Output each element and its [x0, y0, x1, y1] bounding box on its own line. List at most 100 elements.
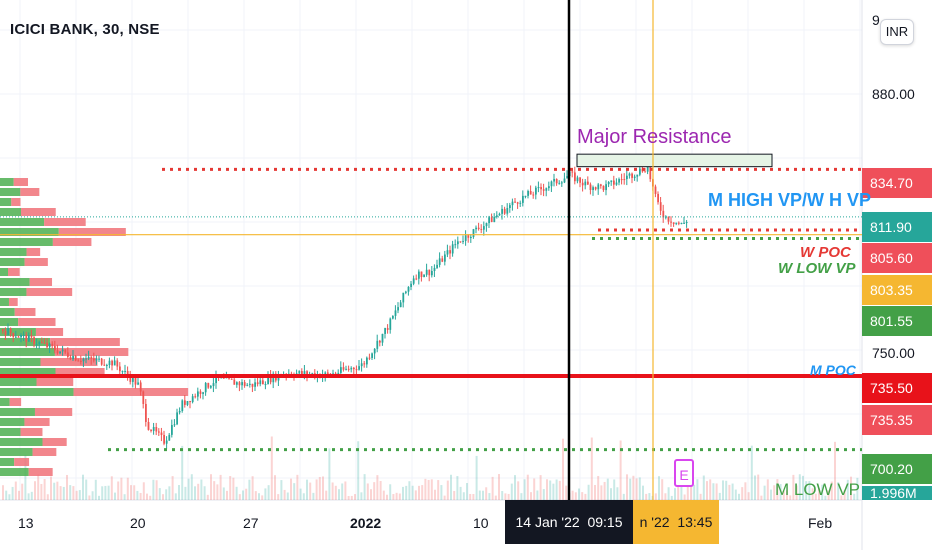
- volume-bar: [11, 486, 14, 500]
- time-label-2022: 2022: [350, 515, 382, 531]
- candle-body: [137, 382, 139, 385]
- volume-bar: [139, 492, 142, 500]
- symbol-title[interactable]: ICICI BANK, 30, NSE: [10, 21, 160, 38]
- earnings-marker[interactable]: E: [674, 459, 694, 487]
- volume-profile-buy: [0, 368, 56, 376]
- candle-body: [532, 194, 535, 196]
- volume-bar: [638, 477, 641, 500]
- volume-bar: [114, 492, 116, 500]
- volume-profile-sell: [11, 198, 21, 206]
- candle-body: [17, 336, 20, 338]
- volume-bar: [581, 492, 584, 500]
- candle-body: [132, 377, 134, 382]
- price-axis-tick-750: 750.00: [872, 345, 915, 361]
- candle-body: [602, 185, 605, 191]
- volume-bar: [354, 494, 356, 500]
- w-poc-label[interactable]: W POC: [800, 244, 851, 261]
- volume-bar: [667, 487, 670, 500]
- currency-button[interactable]: INR: [880, 19, 914, 45]
- candle-body: [74, 356, 77, 361]
- candle-body: [345, 368, 347, 370]
- candle-body: [563, 178, 566, 183]
- volume-bar: [520, 493, 523, 500]
- major-resistance-label[interactable]: Major Resistance: [577, 126, 732, 148]
- candle-body: [410, 283, 412, 287]
- volume-bar: [366, 483, 369, 500]
- candle-body: [412, 278, 415, 284]
- volume-bar: [130, 485, 132, 500]
- m-high-vp-label[interactable]: M HIGH VP/W H VP: [708, 190, 872, 210]
- volume-bar: [590, 437, 593, 500]
- volume-profile-sell: [18, 318, 56, 326]
- w-low-vp-label[interactable]: W LOW VP: [778, 260, 856, 277]
- candle-body: [350, 367, 353, 370]
- candle-body: [46, 342, 48, 348]
- m-poc-label[interactable]: M POC: [810, 362, 856, 378]
- volume-profile-buy: [0, 348, 55, 356]
- volume-profile-sell: [26, 288, 73, 296]
- candle-body: [342, 367, 345, 370]
- m-low-vp-label[interactable]: M LOW VP: [775, 480, 861, 499]
- candle-body: [145, 403, 147, 422]
- volume-bar: [571, 490, 574, 500]
- candle-body: [121, 371, 124, 373]
- candle-body: [189, 401, 191, 403]
- candle-body: [64, 349, 67, 353]
- candle-body: [2, 329, 4, 332]
- candle-body: [246, 384, 249, 386]
- volume-bar: [853, 493, 856, 500]
- candle-body: [48, 343, 51, 348]
- volume-bar: [456, 476, 459, 500]
- volume-profile-buy: [0, 408, 35, 416]
- volume-bar: [750, 445, 753, 500]
- volume-bar: [402, 486, 404, 500]
- volume-bar: [485, 487, 488, 500]
- candle-body: [462, 240, 464, 242]
- candle-body: [402, 292, 405, 303]
- volume-bar: [350, 495, 353, 500]
- candle-body: [545, 188, 548, 191]
- candle-body: [95, 358, 98, 361]
- candle-body: [262, 380, 264, 385]
- volume-bar: [248, 479, 251, 500]
- candle-body: [176, 412, 178, 425]
- volume-profile-sell: [52, 238, 92, 246]
- volume-bar: [98, 495, 100, 500]
- volume-bar: [786, 490, 788, 500]
- volume-bar: [296, 474, 299, 500]
- volume-bar: [56, 481, 59, 500]
- volume-bar: [347, 495, 350, 500]
- candle-body: [4, 331, 7, 335]
- volume-profile-buy: [0, 388, 74, 396]
- volume-bar: [379, 481, 382, 500]
- candle-body: [301, 371, 303, 375]
- candle-body: [212, 383, 215, 387]
- candle-body: [254, 382, 256, 387]
- candle-body: [428, 269, 431, 276]
- candle-body: [54, 346, 56, 351]
- volume-bar: [712, 483, 715, 500]
- candle-body: [415, 278, 418, 280]
- candle-body: [451, 244, 454, 254]
- volume-bar: [312, 492, 315, 500]
- volume-profile-sell: [9, 398, 22, 406]
- volume-profile-sell: [20, 428, 43, 436]
- volume-bar: [850, 476, 852, 500]
- candle-body: [340, 367, 342, 373]
- candle-body: [685, 222, 688, 224]
- candle-body: [379, 340, 381, 343]
- candle-body: [259, 380, 262, 385]
- volume-bar: [283, 489, 286, 500]
- candle-body: [646, 166, 649, 172]
- volume-bar: [206, 494, 209, 500]
- volume-bar: [226, 490, 228, 500]
- volume-bar: [558, 480, 561, 500]
- candle-body: [446, 250, 449, 255]
- volume-bar: [430, 479, 433, 500]
- volume-profile-sell: [42, 438, 67, 446]
- candle-body: [542, 189, 545, 191]
- candle-body: [152, 427, 155, 431]
- volume-bar: [539, 475, 542, 500]
- volume-bar: [834, 441, 836, 500]
- volume-bar: [357, 441, 360, 500]
